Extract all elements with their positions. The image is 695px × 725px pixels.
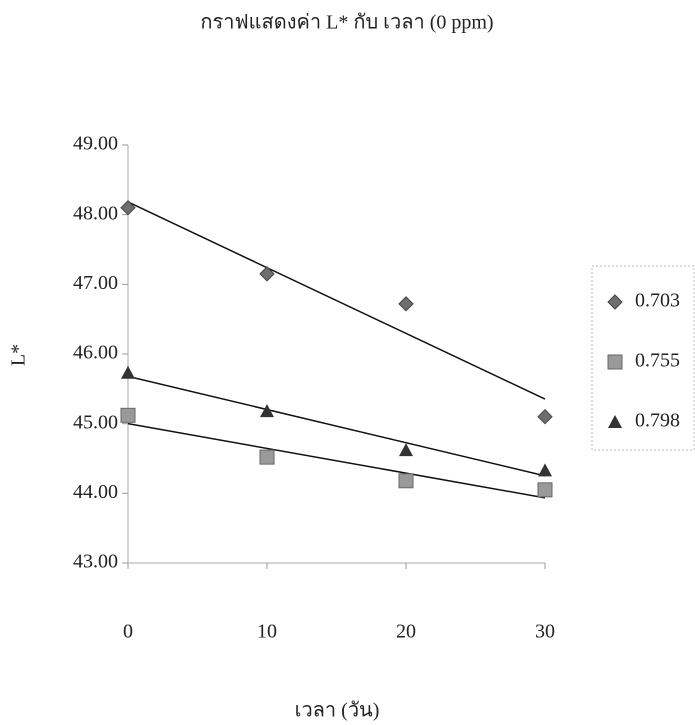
y-tick-label: 44.00 bbox=[73, 481, 118, 503]
point bbox=[538, 410, 552, 424]
point bbox=[399, 297, 413, 311]
point bbox=[538, 483, 552, 497]
point bbox=[399, 474, 413, 488]
point bbox=[121, 408, 135, 422]
point bbox=[260, 267, 274, 281]
y-tick-label: 43.00 bbox=[73, 551, 118, 573]
chart: กราฟแสดงค่า L* กับ เวลา (0 ppm) L* เวลา … bbox=[0, 0, 695, 725]
y-tick-label: 49.00 bbox=[73, 133, 118, 155]
y-tick-label: 46.00 bbox=[73, 342, 118, 364]
legend-label: 0.755 bbox=[635, 350, 680, 372]
legend-label: 0.798 bbox=[635, 410, 680, 432]
y-tick-label: 47.00 bbox=[73, 272, 118, 294]
page: {"chart_data": {"type": "scatter", "titl… bbox=[0, 0, 695, 725]
trendline bbox=[128, 202, 545, 399]
point bbox=[121, 201, 135, 215]
legend-marker bbox=[608, 415, 622, 428]
point bbox=[260, 450, 274, 464]
x-tick-label: 0 bbox=[123, 621, 133, 643]
point bbox=[399, 443, 413, 456]
legend-marker bbox=[608, 295, 622, 309]
x-tick-label: 20 bbox=[396, 621, 416, 643]
y-tick-label: 45.00 bbox=[73, 411, 118, 433]
x-axis-label: เวลา (วัน) bbox=[295, 700, 380, 722]
y-tick-label: 48.00 bbox=[73, 202, 118, 224]
y-axis-label: L* bbox=[8, 344, 30, 366]
point bbox=[121, 366, 135, 379]
legend-label: 0.703 bbox=[635, 290, 680, 312]
point bbox=[538, 463, 552, 476]
x-tick-label: 30 bbox=[535, 621, 555, 643]
x-tick-label: 10 bbox=[257, 621, 277, 643]
legend-marker bbox=[608, 355, 622, 369]
chart-title: กราฟแสดงค่า L* กับ เวลา (0 ppm) bbox=[200, 12, 493, 34]
